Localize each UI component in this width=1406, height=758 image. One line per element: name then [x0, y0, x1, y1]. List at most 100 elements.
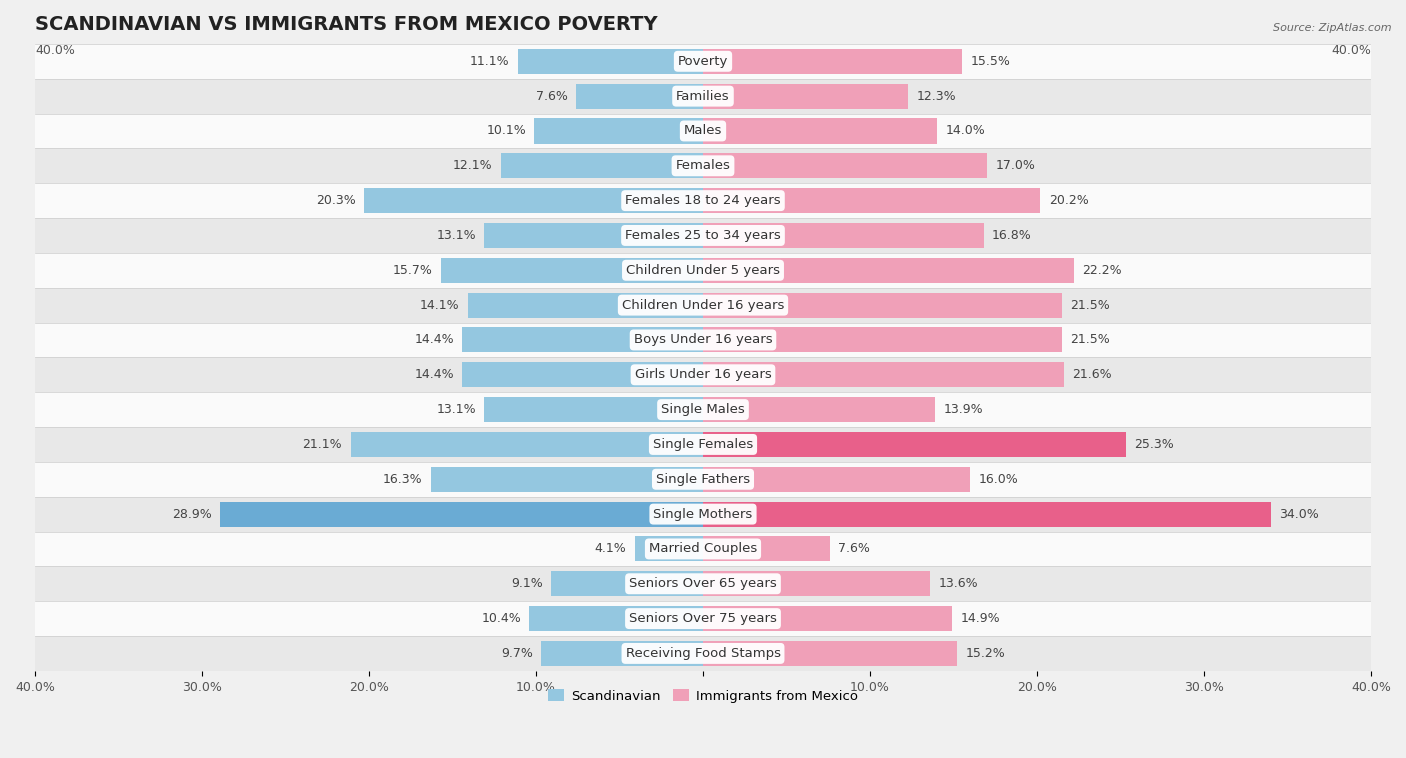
Bar [35, 79, 1371, 114]
Text: 40.0%: 40.0% [1331, 44, 1371, 57]
Text: 21.5%: 21.5% [1070, 299, 1111, 312]
Text: 40.0%: 40.0% [35, 44, 75, 57]
Text: 14.0%: 14.0% [945, 124, 986, 137]
Text: 16.8%: 16.8% [993, 229, 1032, 242]
Text: 20.3%: 20.3% [316, 194, 356, 207]
Text: 7.6%: 7.6% [536, 89, 568, 102]
Text: 9.1%: 9.1% [510, 578, 543, 590]
Bar [221, 502, 703, 527]
Bar [551, 572, 703, 597]
Text: 34.0%: 34.0% [1279, 508, 1319, 521]
Text: 20.2%: 20.2% [1049, 194, 1088, 207]
Bar [35, 601, 1371, 636]
Text: Single Males: Single Males [661, 403, 745, 416]
Text: Single Females: Single Females [652, 438, 754, 451]
Bar [35, 183, 1371, 218]
Bar [35, 149, 1371, 183]
Bar [35, 392, 1371, 427]
Bar [364, 188, 703, 213]
Text: 22.2%: 22.2% [1083, 264, 1122, 277]
Text: SCANDINAVIAN VS IMMIGRANTS FROM MEXICO POVERTY: SCANDINAVIAN VS IMMIGRANTS FROM MEXICO P… [35, 15, 658, 34]
Bar [35, 636, 1371, 671]
Text: Poverty: Poverty [678, 55, 728, 67]
Bar [703, 118, 936, 143]
Bar [35, 357, 1371, 392]
Bar [703, 188, 1040, 213]
Bar [35, 427, 1371, 462]
Legend: Scandinavian, Immigrants from Mexico: Scandinavian, Immigrants from Mexico [543, 684, 863, 708]
Bar [35, 323, 1371, 357]
Bar [517, 49, 703, 74]
Text: 12.1%: 12.1% [453, 159, 492, 172]
Text: 4.1%: 4.1% [595, 543, 626, 556]
Bar [430, 467, 703, 492]
Text: 16.0%: 16.0% [979, 473, 1018, 486]
Text: Source: ZipAtlas.com: Source: ZipAtlas.com [1274, 23, 1392, 33]
Text: 13.1%: 13.1% [436, 403, 475, 416]
Bar [441, 258, 703, 283]
Text: Boys Under 16 years: Boys Under 16 years [634, 334, 772, 346]
Bar [35, 566, 1371, 601]
Text: Single Mothers: Single Mothers [654, 508, 752, 521]
Text: 12.3%: 12.3% [917, 89, 956, 102]
Text: 13.1%: 13.1% [436, 229, 475, 242]
Bar [703, 467, 970, 492]
Bar [541, 641, 703, 666]
Bar [703, 153, 987, 178]
Text: Children Under 16 years: Children Under 16 years [621, 299, 785, 312]
Bar [703, 537, 830, 562]
Text: 21.1%: 21.1% [302, 438, 342, 451]
Text: Children Under 5 years: Children Under 5 years [626, 264, 780, 277]
Text: Seniors Over 75 years: Seniors Over 75 years [628, 612, 778, 625]
Bar [484, 223, 703, 248]
Bar [484, 397, 703, 422]
Text: Males: Males [683, 124, 723, 137]
Text: Single Fathers: Single Fathers [657, 473, 749, 486]
Text: 14.4%: 14.4% [415, 334, 454, 346]
Bar [703, 572, 931, 597]
Bar [703, 606, 952, 631]
Bar [463, 327, 703, 352]
Bar [634, 537, 703, 562]
Text: 10.4%: 10.4% [481, 612, 522, 625]
Bar [35, 218, 1371, 253]
Bar [703, 258, 1074, 283]
Text: 21.6%: 21.6% [1073, 368, 1112, 381]
Bar [703, 293, 1062, 318]
Text: Females: Females [675, 159, 731, 172]
Bar [35, 288, 1371, 323]
Text: 28.9%: 28.9% [172, 508, 212, 521]
Bar [350, 432, 703, 457]
Text: Receiving Food Stamps: Receiving Food Stamps [626, 647, 780, 660]
Bar [703, 397, 935, 422]
Text: 15.2%: 15.2% [965, 647, 1005, 660]
Text: 13.9%: 13.9% [943, 403, 983, 416]
Text: Females 25 to 34 years: Females 25 to 34 years [626, 229, 780, 242]
Bar [703, 49, 962, 74]
Bar [703, 223, 984, 248]
Bar [576, 83, 703, 108]
Text: Seniors Over 65 years: Seniors Over 65 years [628, 578, 778, 590]
Text: 16.3%: 16.3% [382, 473, 422, 486]
Bar [703, 502, 1271, 527]
Text: 14.9%: 14.9% [960, 612, 1000, 625]
Bar [534, 118, 703, 143]
Bar [703, 327, 1062, 352]
Bar [703, 362, 1064, 387]
Text: Married Couples: Married Couples [650, 543, 756, 556]
Bar [703, 641, 957, 666]
Bar [35, 44, 1371, 79]
Bar [703, 83, 908, 108]
Bar [35, 496, 1371, 531]
Text: Females 18 to 24 years: Females 18 to 24 years [626, 194, 780, 207]
Text: 13.6%: 13.6% [938, 578, 979, 590]
Bar [35, 253, 1371, 288]
Bar [529, 606, 703, 631]
Bar [463, 362, 703, 387]
Bar [35, 462, 1371, 496]
Bar [468, 293, 703, 318]
Text: 17.0%: 17.0% [995, 159, 1035, 172]
Text: 11.1%: 11.1% [470, 55, 509, 67]
Text: 21.5%: 21.5% [1070, 334, 1111, 346]
Text: 15.5%: 15.5% [970, 55, 1010, 67]
